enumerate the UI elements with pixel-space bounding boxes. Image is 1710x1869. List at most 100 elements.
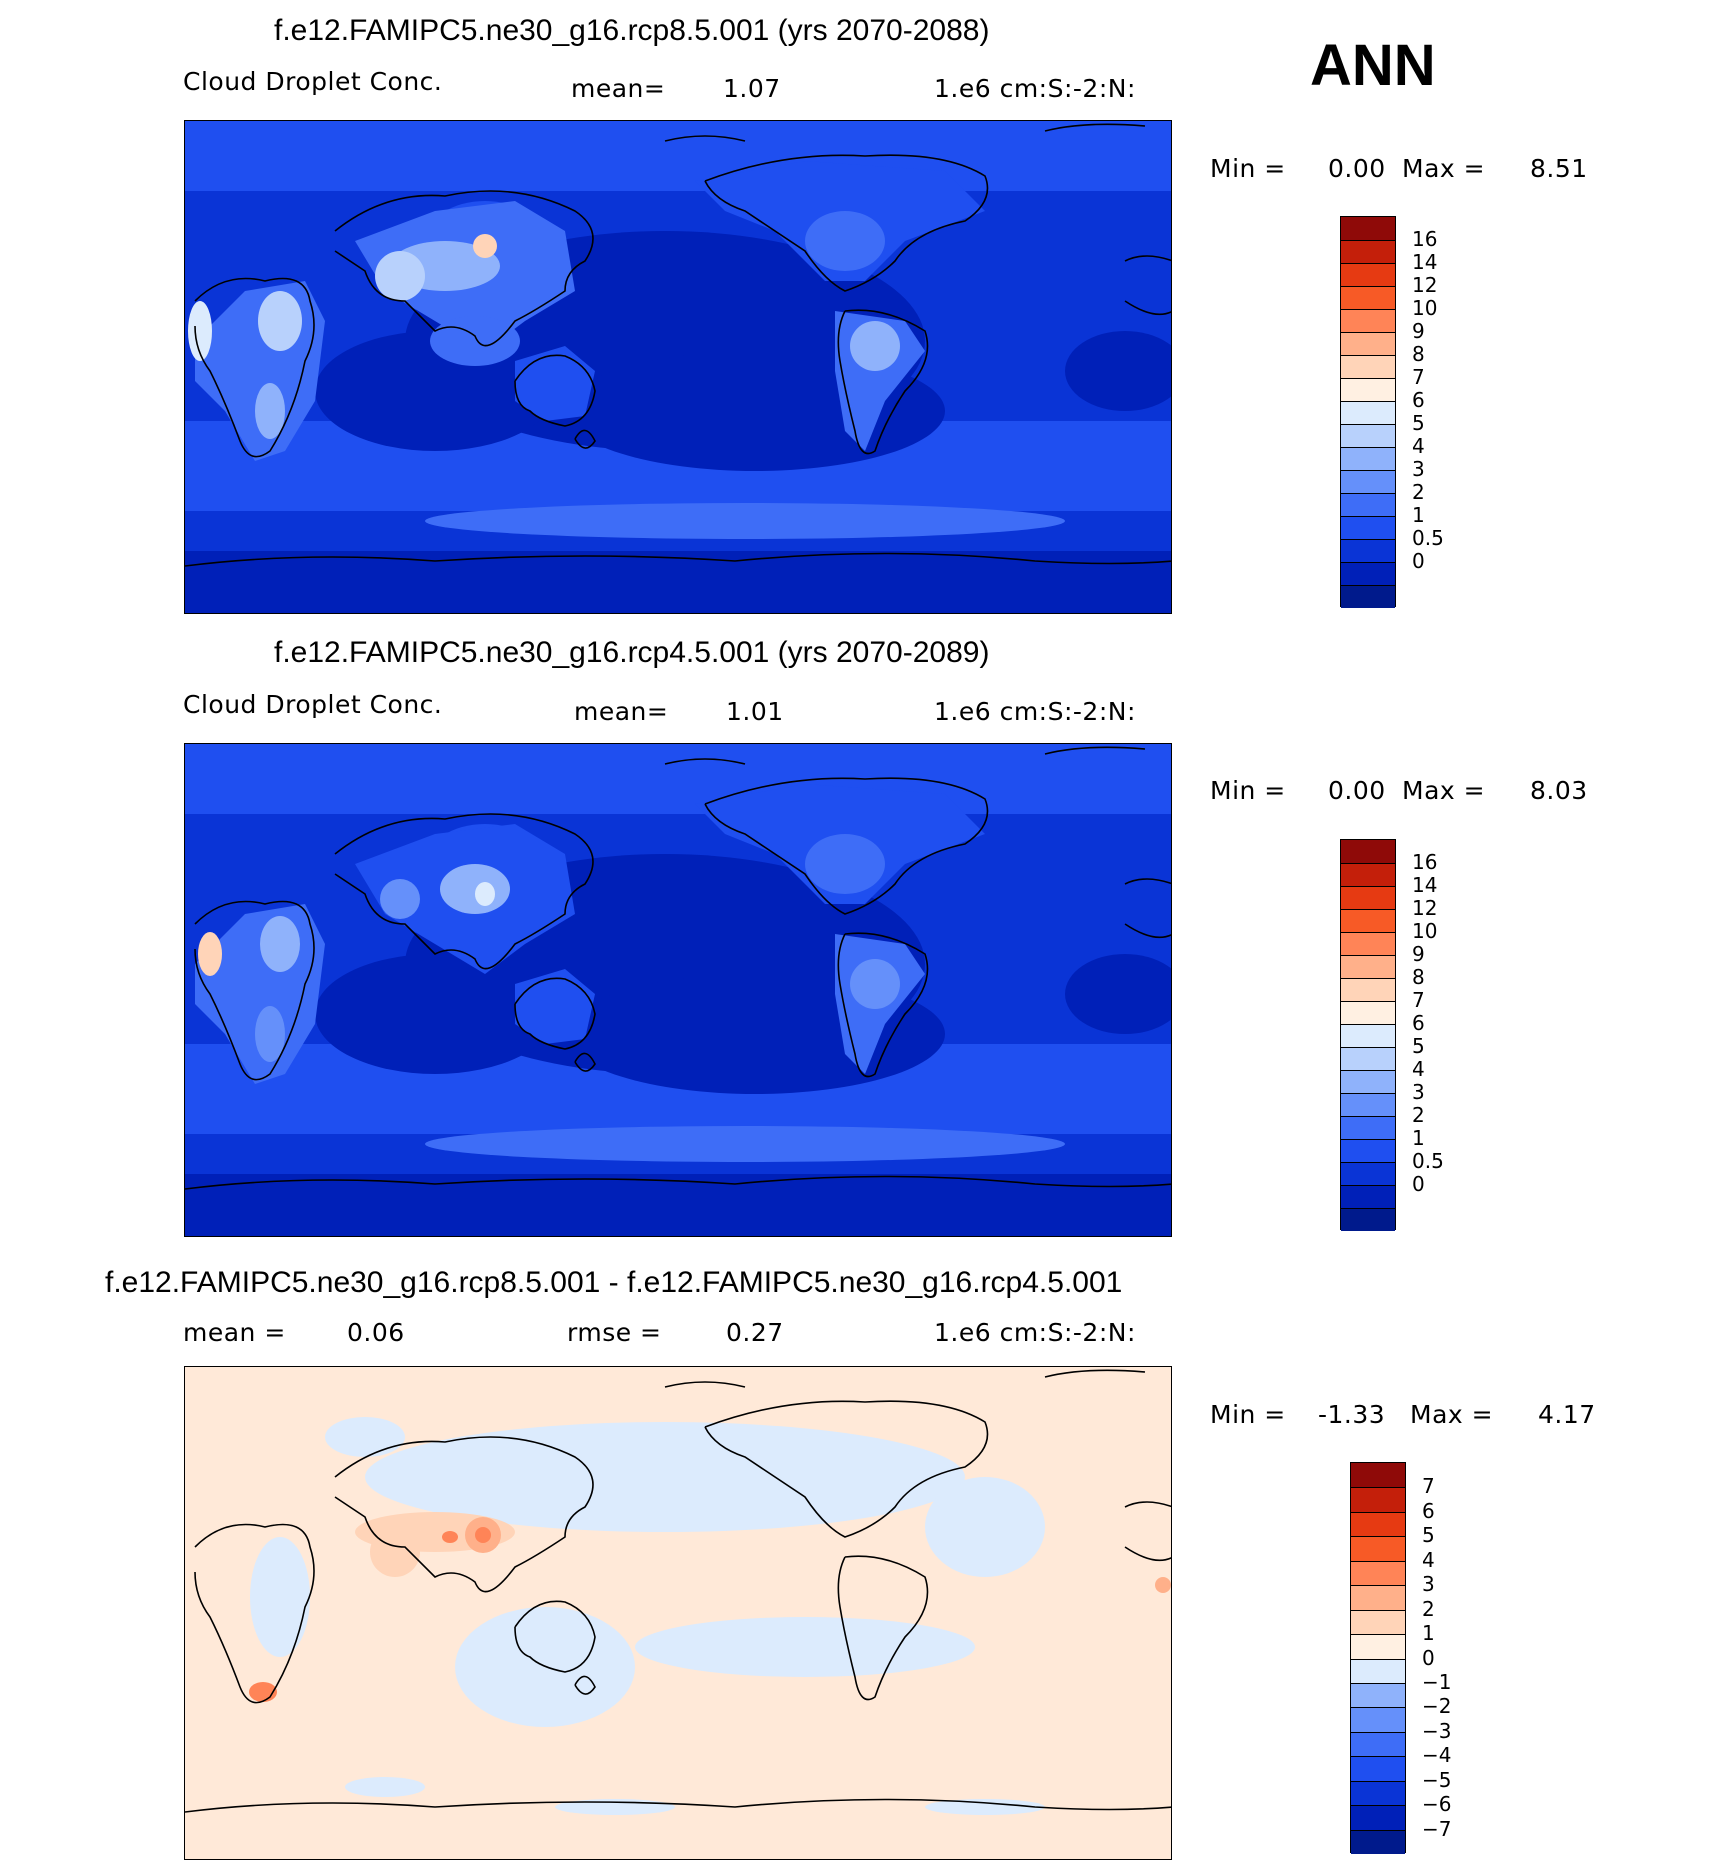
colorbar-swatch (1351, 1634, 1405, 1659)
colorbar-swatch (1341, 909, 1395, 932)
colorbar-tick-label: 10 (1412, 919, 1438, 943)
colorbar-swatch (1341, 562, 1395, 585)
panel-3-units: 1.e6 cm:S:-2:N: (934, 1318, 1136, 1347)
season-label: ANN (1310, 33, 1436, 98)
panel-1-map (184, 120, 1172, 614)
panel-1-title: f.e12.FAMIPC5.ne30_g16.rcp8.5.001 (yrs 2… (274, 14, 990, 47)
colorbar-swatch (1341, 309, 1395, 332)
panel-1-units: 1.e6 cm:S:-2:N: (934, 74, 1136, 103)
colorbar-tick-label: 8 (1412, 342, 1425, 366)
colorbar-tick-label: 16 (1412, 850, 1438, 874)
colorbar-tick-label: 0.5 (1412, 1149, 1444, 1173)
colorbar-tick-label: 6 (1412, 1011, 1425, 1035)
colorbar-swatch (1351, 1682, 1405, 1708)
panel-2-mean-value: 1.01 (726, 697, 784, 726)
colorbar-swatch (1341, 1093, 1395, 1116)
colorbar-swatch (1341, 1139, 1395, 1162)
colorbar-tick-label: 4 (1422, 1547, 1435, 1572)
colorbar-swatch (1341, 585, 1395, 608)
colorbar-swatch (1341, 355, 1395, 378)
colorbar-tick-label: −5 (1422, 1767, 1452, 1792)
colorbar-swatch (1341, 378, 1395, 401)
colorbar-swatch (1341, 1001, 1395, 1024)
colorbar-swatch (1351, 1805, 1405, 1830)
colorbar-swatch (1351, 1658, 1405, 1683)
panel-2-units: 1.e6 cm:S:-2:N: (934, 697, 1136, 726)
colorbar-swatch (1341, 1162, 1395, 1185)
colorbar-swatch (1341, 1070, 1395, 1093)
colorbar-swatch (1341, 240, 1395, 263)
colorbar-swatch (1341, 424, 1395, 447)
colorbar-tick-label: 6 (1422, 1498, 1435, 1523)
panel-3-colorbar (1350, 1462, 1406, 1854)
colorbar-tick-label: 1 (1422, 1621, 1435, 1646)
colorbar-tick-label: −2 (1422, 1694, 1452, 1719)
colorbar-tick-label: 0 (1422, 1645, 1435, 1670)
panel-2-min-value: 0.00 (1328, 776, 1386, 805)
panel-3-min-value: -1.33 (1318, 1400, 1386, 1429)
colorbar-swatch (1351, 1731, 1405, 1757)
colorbar-tick-label: 0.5 (1412, 526, 1444, 550)
colorbar-tick-label: 10 (1412, 296, 1438, 320)
panel-2-variable-label: Cloud Droplet Conc. (183, 690, 443, 719)
panel-3-min-label: Min = (1210, 1400, 1286, 1429)
colorbar-swatch (1351, 1511, 1405, 1537)
colorbar-swatch (1341, 401, 1395, 424)
panel-2-min-label: Min = (1210, 776, 1286, 805)
colorbar-swatch (1341, 286, 1395, 309)
panel-3-rmse-label: rmse = (567, 1318, 662, 1347)
colorbar-swatch (1351, 1707, 1405, 1732)
colorbar-tick-label: 14 (1412, 873, 1438, 897)
panel-3-max-label: Max = (1410, 1400, 1494, 1429)
colorbar-swatch (1341, 955, 1395, 978)
colorbar-swatch (1351, 1756, 1405, 1781)
colorbar-tick-label: 4 (1412, 1057, 1425, 1081)
colorbar-tick-label: 12 (1412, 273, 1438, 297)
panel-1-max-value: 8.51 (1530, 154, 1588, 183)
colorbar-swatch (1351, 1829, 1405, 1854)
colorbar-tick-label: 5 (1412, 411, 1425, 435)
colorbar-swatch (1341, 932, 1395, 955)
panel-1-mean-label: mean= (571, 74, 666, 103)
colorbar-tick-label: 14 (1412, 250, 1438, 274)
colorbar-tick-label: 4 (1412, 434, 1425, 458)
panel-2-title: f.e12.FAMIPC5.ne30_g16.rcp4.5.001 (yrs 2… (274, 636, 990, 669)
colorbar-tick-label: 9 (1412, 319, 1425, 343)
panel-1-min-label: Min = (1210, 154, 1286, 183)
colorbar-swatch (1351, 1487, 1405, 1512)
colorbar-tick-label: 5 (1412, 1034, 1425, 1058)
colorbar-swatch (1341, 1208, 1395, 1231)
colorbar-tick-label: 2 (1422, 1596, 1435, 1621)
colorbar-tick-label: 0 (1412, 549, 1425, 573)
colorbar-tick-label: 8 (1412, 965, 1425, 989)
colorbar-swatch (1351, 1560, 1405, 1586)
panel-3-map (184, 1366, 1172, 1860)
colorbar-tick-label: −7 (1422, 1816, 1452, 1841)
colorbar-swatch (1341, 447, 1395, 470)
colorbar-swatch (1351, 1609, 1405, 1635)
colorbar-swatch (1341, 863, 1395, 886)
colorbar-tick-label: −4 (1422, 1743, 1452, 1768)
colorbar-tick-label: 6 (1412, 388, 1425, 412)
panel-3-mean-label: mean = (183, 1318, 286, 1347)
colorbar-tick-label: 3 (1412, 1080, 1425, 1104)
colorbar-swatch (1341, 840, 1395, 863)
colorbar-swatch (1341, 493, 1395, 516)
panel-2-map (184, 743, 1172, 1237)
colorbar-tick-label: 7 (1412, 988, 1425, 1012)
colorbar-swatch (1351, 1536, 1405, 1561)
colorbar-swatch (1341, 332, 1395, 355)
panel-3-mean-value: 0.06 (347, 1318, 405, 1347)
colorbar-tick-label: 0 (1412, 1172, 1425, 1196)
colorbar-swatch (1341, 217, 1395, 240)
colorbar-tick-label: −6 (1422, 1792, 1452, 1817)
colorbar-swatch (1341, 886, 1395, 909)
colorbar-tick-label: −1 (1422, 1669, 1452, 1694)
colorbar-swatch (1341, 1047, 1395, 1070)
colorbar-tick-label: 5 (1422, 1523, 1435, 1548)
colorbar-swatch (1341, 539, 1395, 562)
panel-1-mean-value: 1.07 (723, 74, 781, 103)
panel-2-mean-label: mean= (574, 697, 669, 726)
colorbar-tick-label: −3 (1422, 1718, 1452, 1743)
colorbar-tick-label: 1 (1412, 503, 1425, 527)
